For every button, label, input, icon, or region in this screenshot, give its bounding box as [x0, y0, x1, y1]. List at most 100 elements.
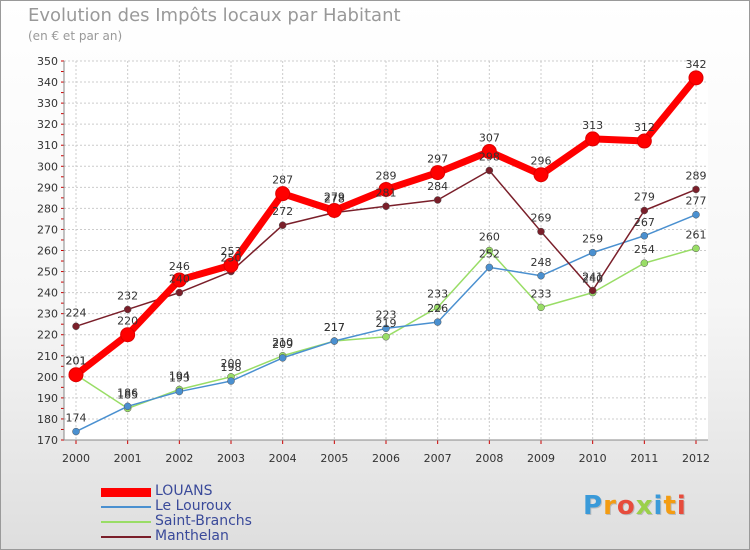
data-label-louans: 307 [479, 132, 500, 145]
data-label-manthelan: 232 [117, 289, 138, 302]
data-label-manthelan: 281 [376, 186, 397, 199]
data-label-louans: 312 [634, 121, 655, 134]
data-label-saint-branchs: 200 [221, 357, 242, 370]
x-tick-label: 2012 [682, 452, 710, 465]
data-label-saint-branchs: 185 [117, 388, 138, 401]
data-point-manthelan [433, 196, 442, 204]
data-label-saint-branchs: 217 [324, 321, 345, 334]
legend-swatch-louans [101, 488, 151, 497]
data-point-louans [378, 181, 394, 197]
data-point-louans [533, 167, 549, 183]
legend-swatch-le-louroux [101, 506, 151, 508]
data-point-le-louroux [227, 377, 235, 385]
x-tick-label: 2004 [269, 452, 297, 465]
data-point-manthelan [537, 227, 545, 236]
data-label-le-louroux: 193 [169, 372, 190, 385]
x-tick-label: 2011 [630, 452, 658, 465]
data-point-manthelan [692, 185, 700, 194]
data-label-louans: 279 [324, 190, 345, 203]
data-label-le-louroux: 248 [531, 256, 552, 269]
data-label-louans: 289 [376, 169, 397, 182]
data-point-manthelan [588, 286, 597, 295]
data-point-le-louroux [278, 354, 287, 362]
data-label-manthelan: 269 [531, 212, 552, 225]
data-point-louans [585, 131, 601, 147]
data-label-le-louroux: 277 [686, 195, 707, 208]
data-point-manthelan [640, 206, 649, 215]
data-label-louans: 201 [66, 355, 87, 368]
y-tick-label: 270 [37, 223, 58, 236]
y-tick-label: 350 [37, 55, 58, 68]
data-label-manthelan: 240 [169, 273, 190, 286]
legend-label-manthelan: Manthelan [155, 528, 229, 544]
data-label-le-louroux: 252 [479, 247, 500, 260]
data-label-manthelan: 250 [221, 252, 242, 265]
data-point-manthelan [485, 166, 494, 175]
y-tick-label: 240 [37, 287, 58, 300]
data-label-louans: 220 [117, 315, 138, 328]
data-label-saint-branchs: 260 [479, 231, 500, 244]
x-tick-label: 2009 [527, 452, 555, 465]
data-point-louans [326, 202, 342, 218]
data-point-saint-branchs [433, 303, 442, 312]
x-tick-label: 2000 [62, 452, 90, 465]
data-point-le-louroux [485, 263, 494, 272]
data-point-le-louroux [588, 248, 597, 257]
y-tick-label: 260 [37, 245, 58, 258]
chart-title: Evolution des Impôts locaux par Habitant [28, 5, 401, 26]
data-label-saint-branchs: 254 [634, 243, 655, 256]
data-label-le-louroux: 267 [634, 216, 655, 229]
data-point-le-louroux [382, 324, 390, 333]
data-label-saint-branchs: 219 [376, 317, 397, 330]
chart-subtitle: (en € et par an) [28, 29, 123, 43]
data-point-le-louroux [123, 402, 132, 411]
x-tick-label: 2006 [372, 452, 400, 465]
x-tick-label: 2001 [114, 452, 142, 465]
data-point-saint-branchs [382, 333, 390, 341]
data-label-manthelan: 279 [634, 190, 655, 203]
legend-label-louans: LOUANS [155, 483, 213, 499]
data-label-le-louroux: 226 [427, 302, 448, 315]
data-point-le-louroux [692, 210, 700, 219]
data-point-louans [688, 70, 704, 86]
data-label-louans: 297 [427, 153, 448, 166]
data-label-le-louroux: 209 [272, 338, 293, 351]
data-point-louans [430, 165, 446, 181]
y-tick-label: 280 [37, 202, 58, 215]
data-point-le-louroux [72, 427, 80, 436]
data-label-le-louroux: 223 [376, 308, 397, 321]
data-label-louans: 313 [582, 119, 603, 132]
data-point-louans [223, 257, 239, 273]
data-point-manthelan [123, 305, 132, 314]
data-label-manthelan: 284 [427, 180, 448, 193]
y-tick-label: 200 [37, 371, 58, 384]
data-point-saint-branchs [640, 259, 649, 267]
data-point-louans [120, 327, 136, 343]
data-label-louans: 296 [531, 155, 552, 168]
y-tick-label: 170 [37, 434, 58, 447]
y-tick-label: 230 [37, 308, 58, 321]
legend-swatch-manthelan [101, 536, 151, 538]
y-tick-label: 190 [37, 392, 58, 405]
data-point-le-louroux [640, 232, 649, 240]
data-point-louans [481, 144, 497, 160]
data-label-manthelan: 289 [686, 169, 707, 182]
data-point-le-louroux [175, 387, 184, 396]
x-tick-label: 2002 [165, 452, 193, 465]
data-label-le-louroux: 174 [66, 412, 87, 425]
data-point-manthelan [175, 288, 184, 297]
data-label-saint-branchs: 210 [272, 336, 293, 349]
data-label-manthelan: 298 [479, 150, 500, 163]
data-point-le-louroux [330, 337, 339, 345]
data-label-saint-branchs: 201 [66, 355, 87, 368]
data-point-le-louroux [433, 318, 442, 326]
data-label-manthelan: 278 [324, 193, 345, 206]
data-label-saint-branchs: 240 [582, 273, 603, 286]
y-tick-label: 180 [37, 413, 58, 426]
data-point-saint-branchs [537, 303, 545, 312]
y-tick-label: 220 [37, 329, 58, 342]
data-point-manthelan [278, 221, 287, 229]
data-label-louans: 342 [686, 58, 707, 71]
